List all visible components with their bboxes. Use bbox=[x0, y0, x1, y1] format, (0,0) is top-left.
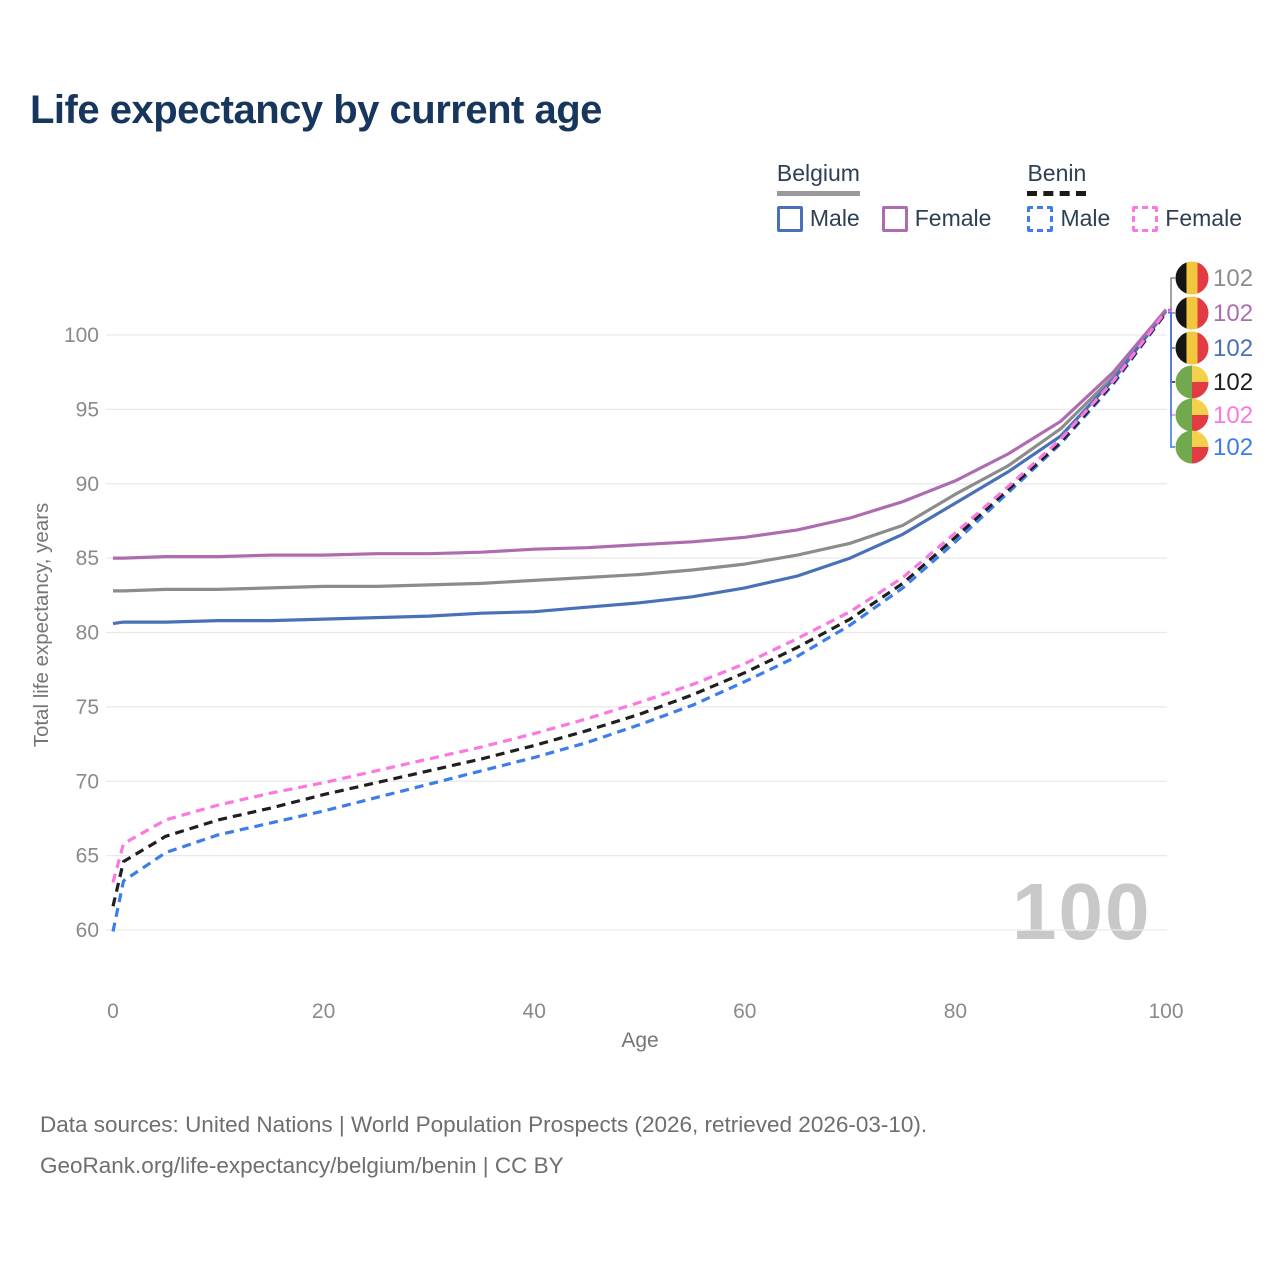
end-value-label: 102 bbox=[1213, 369, 1253, 396]
legend-item-benin-female[interactable]: Female bbox=[1132, 205, 1242, 232]
legend-group-belgium: Belgium Male Female bbox=[776, 160, 992, 232]
leader-line bbox=[1168, 277, 1175, 311]
y-tick-label: 95 bbox=[76, 398, 99, 421]
benin-flag-icon bbox=[1175, 430, 1209, 464]
x-tick-label: 80 bbox=[944, 1000, 967, 1023]
data-sources-line: Data sources: United Nations | World Pop… bbox=[40, 1112, 928, 1137]
end-value-label: 102 bbox=[1213, 300, 1253, 327]
age-watermark: 100 bbox=[1012, 867, 1152, 956]
legend-group-benin: Benin Male Female bbox=[1027, 160, 1242, 232]
belgium-flag-icon bbox=[1175, 261, 1209, 295]
leader-line bbox=[1168, 311, 1175, 448]
y-axis-title: Total life expectancy, years bbox=[30, 503, 53, 748]
attribution-footer: Data sources: United Nations | World Pop… bbox=[40, 1104, 927, 1186]
belgium-flag-icon bbox=[1175, 296, 1209, 330]
y-tick-label: 60 bbox=[76, 919, 99, 942]
y-tick-label: 75 bbox=[76, 696, 99, 719]
y-tick-label: 90 bbox=[76, 473, 99, 496]
series-line-belgium-male[interactable] bbox=[112, 310, 1168, 626]
legend-item-belgium-female[interactable]: Female bbox=[881, 205, 992, 232]
line-chart[interactable]: 60 65 70 75 80 85 90 95 100 0 20 40 60 80 100 Total li… bbox=[0, 250, 1280, 1090]
x-tick-label: 100 bbox=[1148, 1000, 1183, 1023]
series-line-belgium-all-[interactable] bbox=[113, 308, 1168, 593]
y-tick-label: 70 bbox=[76, 770, 99, 793]
legend-swatch-belgium-female-icon[interactable] bbox=[881, 205, 908, 232]
series-line-benin-male[interactable] bbox=[111, 311, 1168, 932]
series-line-belgium-female[interactable] bbox=[113, 308, 1168, 560]
legend-label-belgium-female: Female bbox=[914, 205, 992, 231]
x-tick-label: 20 bbox=[312, 1000, 335, 1023]
y-tick-label: 100 bbox=[64, 324, 99, 347]
benin-flag-icon bbox=[1175, 398, 1209, 432]
chart-legend: Belgium Male Female Benin Male Female bbox=[776, 160, 1242, 232]
page-title: Life expectancy by current age bbox=[30, 88, 602, 132]
belgium-flag-icon bbox=[1175, 331, 1209, 365]
benin-flag-icon bbox=[1175, 365, 1209, 399]
end-value-label: 102 bbox=[1213, 434, 1253, 461]
legend-country-benin: Benin bbox=[1027, 160, 1087, 196]
end-value-label: 102 bbox=[1213, 265, 1253, 292]
end-value-label: 102 bbox=[1213, 402, 1253, 429]
x-axis-title: Age bbox=[621, 1029, 658, 1052]
legend-item-benin-male[interactable]: Male bbox=[1027, 205, 1110, 232]
y-tick-label: 85 bbox=[76, 547, 99, 570]
source-url-line: GeoRank.org/life-expectancy/belgium/beni… bbox=[40, 1153, 564, 1178]
legend-swatch-benin-female-icon[interactable] bbox=[1132, 205, 1159, 232]
series-line-benin-female[interactable] bbox=[111, 310, 1168, 883]
end-value-label: 102 bbox=[1213, 335, 1253, 362]
legend-label-benin-female: Female bbox=[1165, 205, 1242, 231]
y-tick-label: 80 bbox=[76, 622, 99, 645]
x-tick-label: 40 bbox=[523, 1000, 546, 1023]
legend-label-belgium-male: Male bbox=[809, 205, 860, 231]
legend-item-belgium-male[interactable]: Male bbox=[776, 205, 860, 232]
legend-country-belgium: Belgium bbox=[776, 160, 860, 196]
x-tick-label: 60 bbox=[733, 1000, 756, 1023]
x-tick-label: 0 bbox=[107, 1000, 119, 1023]
legend-label-benin-male: Male bbox=[1060, 205, 1111, 231]
legend-swatch-belgium-male-icon[interactable] bbox=[776, 205, 803, 232]
legend-swatch-benin-male-icon[interactable] bbox=[1027, 205, 1054, 232]
series-line-benin-all-[interactable] bbox=[111, 311, 1168, 907]
y-tick-label: 65 bbox=[76, 845, 99, 868]
